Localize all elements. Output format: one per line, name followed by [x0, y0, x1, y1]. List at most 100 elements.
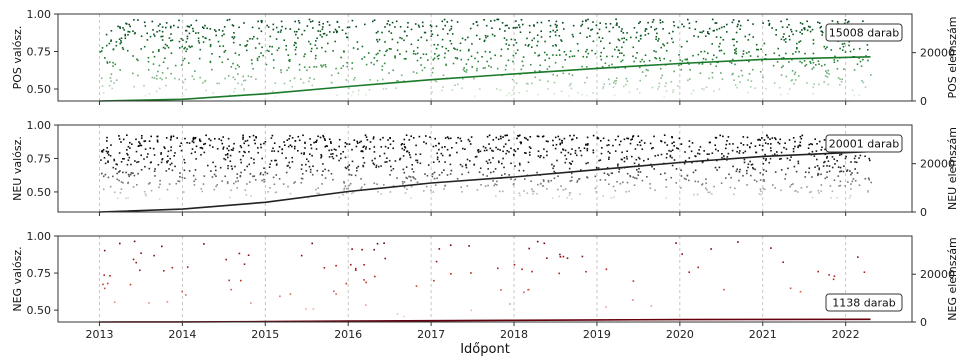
data-point	[824, 63, 826, 66]
data-point	[362, 165, 365, 168]
data-point	[629, 142, 632, 145]
data-point	[108, 84, 111, 87]
data-point	[443, 56, 446, 59]
data-point	[731, 149, 734, 152]
data-point	[762, 76, 764, 79]
data-point	[467, 49, 470, 52]
data-point	[794, 51, 797, 53]
data-point	[547, 80, 549, 83]
data-point	[475, 34, 478, 37]
data-point	[811, 176, 813, 178]
data-point	[363, 56, 366, 58]
data-point	[217, 40, 220, 43]
data-point	[655, 38, 657, 41]
data-point	[552, 144, 554, 147]
data-point	[620, 60, 622, 63]
data-point	[204, 24, 206, 27]
data-point	[868, 157, 870, 160]
data-point	[537, 183, 539, 186]
data-point	[294, 140, 297, 142]
data-point	[244, 189, 247, 191]
data-point	[183, 158, 185, 161]
data-point	[638, 158, 641, 160]
data-point	[117, 25, 119, 28]
data-point	[384, 257, 386, 260]
data-point	[501, 22, 504, 24]
data-point	[289, 59, 291, 61]
data-point	[261, 179, 263, 182]
data-point	[716, 169, 718, 171]
data-point	[449, 163, 452, 166]
data-point	[361, 248, 363, 251]
data-point	[181, 45, 183, 48]
data-point	[102, 175, 105, 178]
data-point	[691, 142, 694, 144]
data-point	[600, 40, 602, 43]
data-point	[720, 72, 722, 74]
data-point	[715, 148, 717, 151]
data-point	[150, 189, 153, 192]
data-point	[711, 152, 714, 154]
data-point	[420, 64, 422, 66]
data-point	[374, 275, 376, 278]
data-point	[446, 148, 449, 151]
data-point	[711, 76, 714, 79]
data-point	[440, 152, 443, 155]
data-point	[617, 163, 619, 166]
data-point	[392, 69, 394, 71]
data-point	[571, 160, 574, 163]
data-point	[683, 177, 686, 180]
data-point	[411, 164, 413, 166]
data-point	[209, 139, 212, 142]
data-point	[347, 165, 349, 168]
data-point	[375, 166, 377, 169]
data-point	[375, 164, 378, 167]
data-point	[403, 80, 405, 82]
data-point	[317, 187, 319, 189]
data-point	[231, 36, 234, 38]
data-point	[343, 181, 345, 183]
data-point	[280, 29, 282, 32]
data-point	[811, 150, 814, 153]
data-point	[839, 166, 842, 169]
data-point	[132, 186, 135, 188]
data-point	[497, 160, 500, 163]
data-point	[294, 41, 296, 44]
data-point	[557, 175, 559, 177]
data-point	[362, 146, 364, 148]
data-point	[268, 50, 270, 53]
data-point	[164, 57, 166, 60]
data-point	[352, 91, 354, 93]
data-point	[246, 183, 248, 185]
data-point	[659, 21, 662, 24]
data-point	[143, 84, 145, 87]
data-point	[537, 155, 540, 157]
data-point	[277, 31, 279, 33]
data-point	[531, 46, 533, 48]
data-point	[633, 27, 636, 29]
data-point	[730, 62, 733, 64]
data-point	[600, 140, 602, 142]
data-point	[119, 27, 121, 29]
data-point	[186, 48, 188, 50]
data-point	[708, 33, 710, 35]
data-point	[238, 65, 240, 68]
data-point	[183, 191, 185, 193]
data-point	[751, 163, 754, 166]
data-point	[510, 147, 512, 150]
data-point	[436, 156, 439, 159]
data-point	[228, 279, 230, 282]
data-point	[750, 142, 752, 145]
data-point	[750, 164, 753, 166]
data-point	[806, 29, 809, 32]
data-point	[345, 32, 347, 35]
data-point	[267, 26, 270, 28]
data-point	[464, 148, 466, 150]
data-point	[605, 268, 608, 271]
data-point	[421, 69, 424, 72]
data-point	[774, 187, 776, 189]
data-point	[315, 148, 318, 150]
data-point	[526, 90, 528, 92]
data-point	[517, 135, 520, 137]
